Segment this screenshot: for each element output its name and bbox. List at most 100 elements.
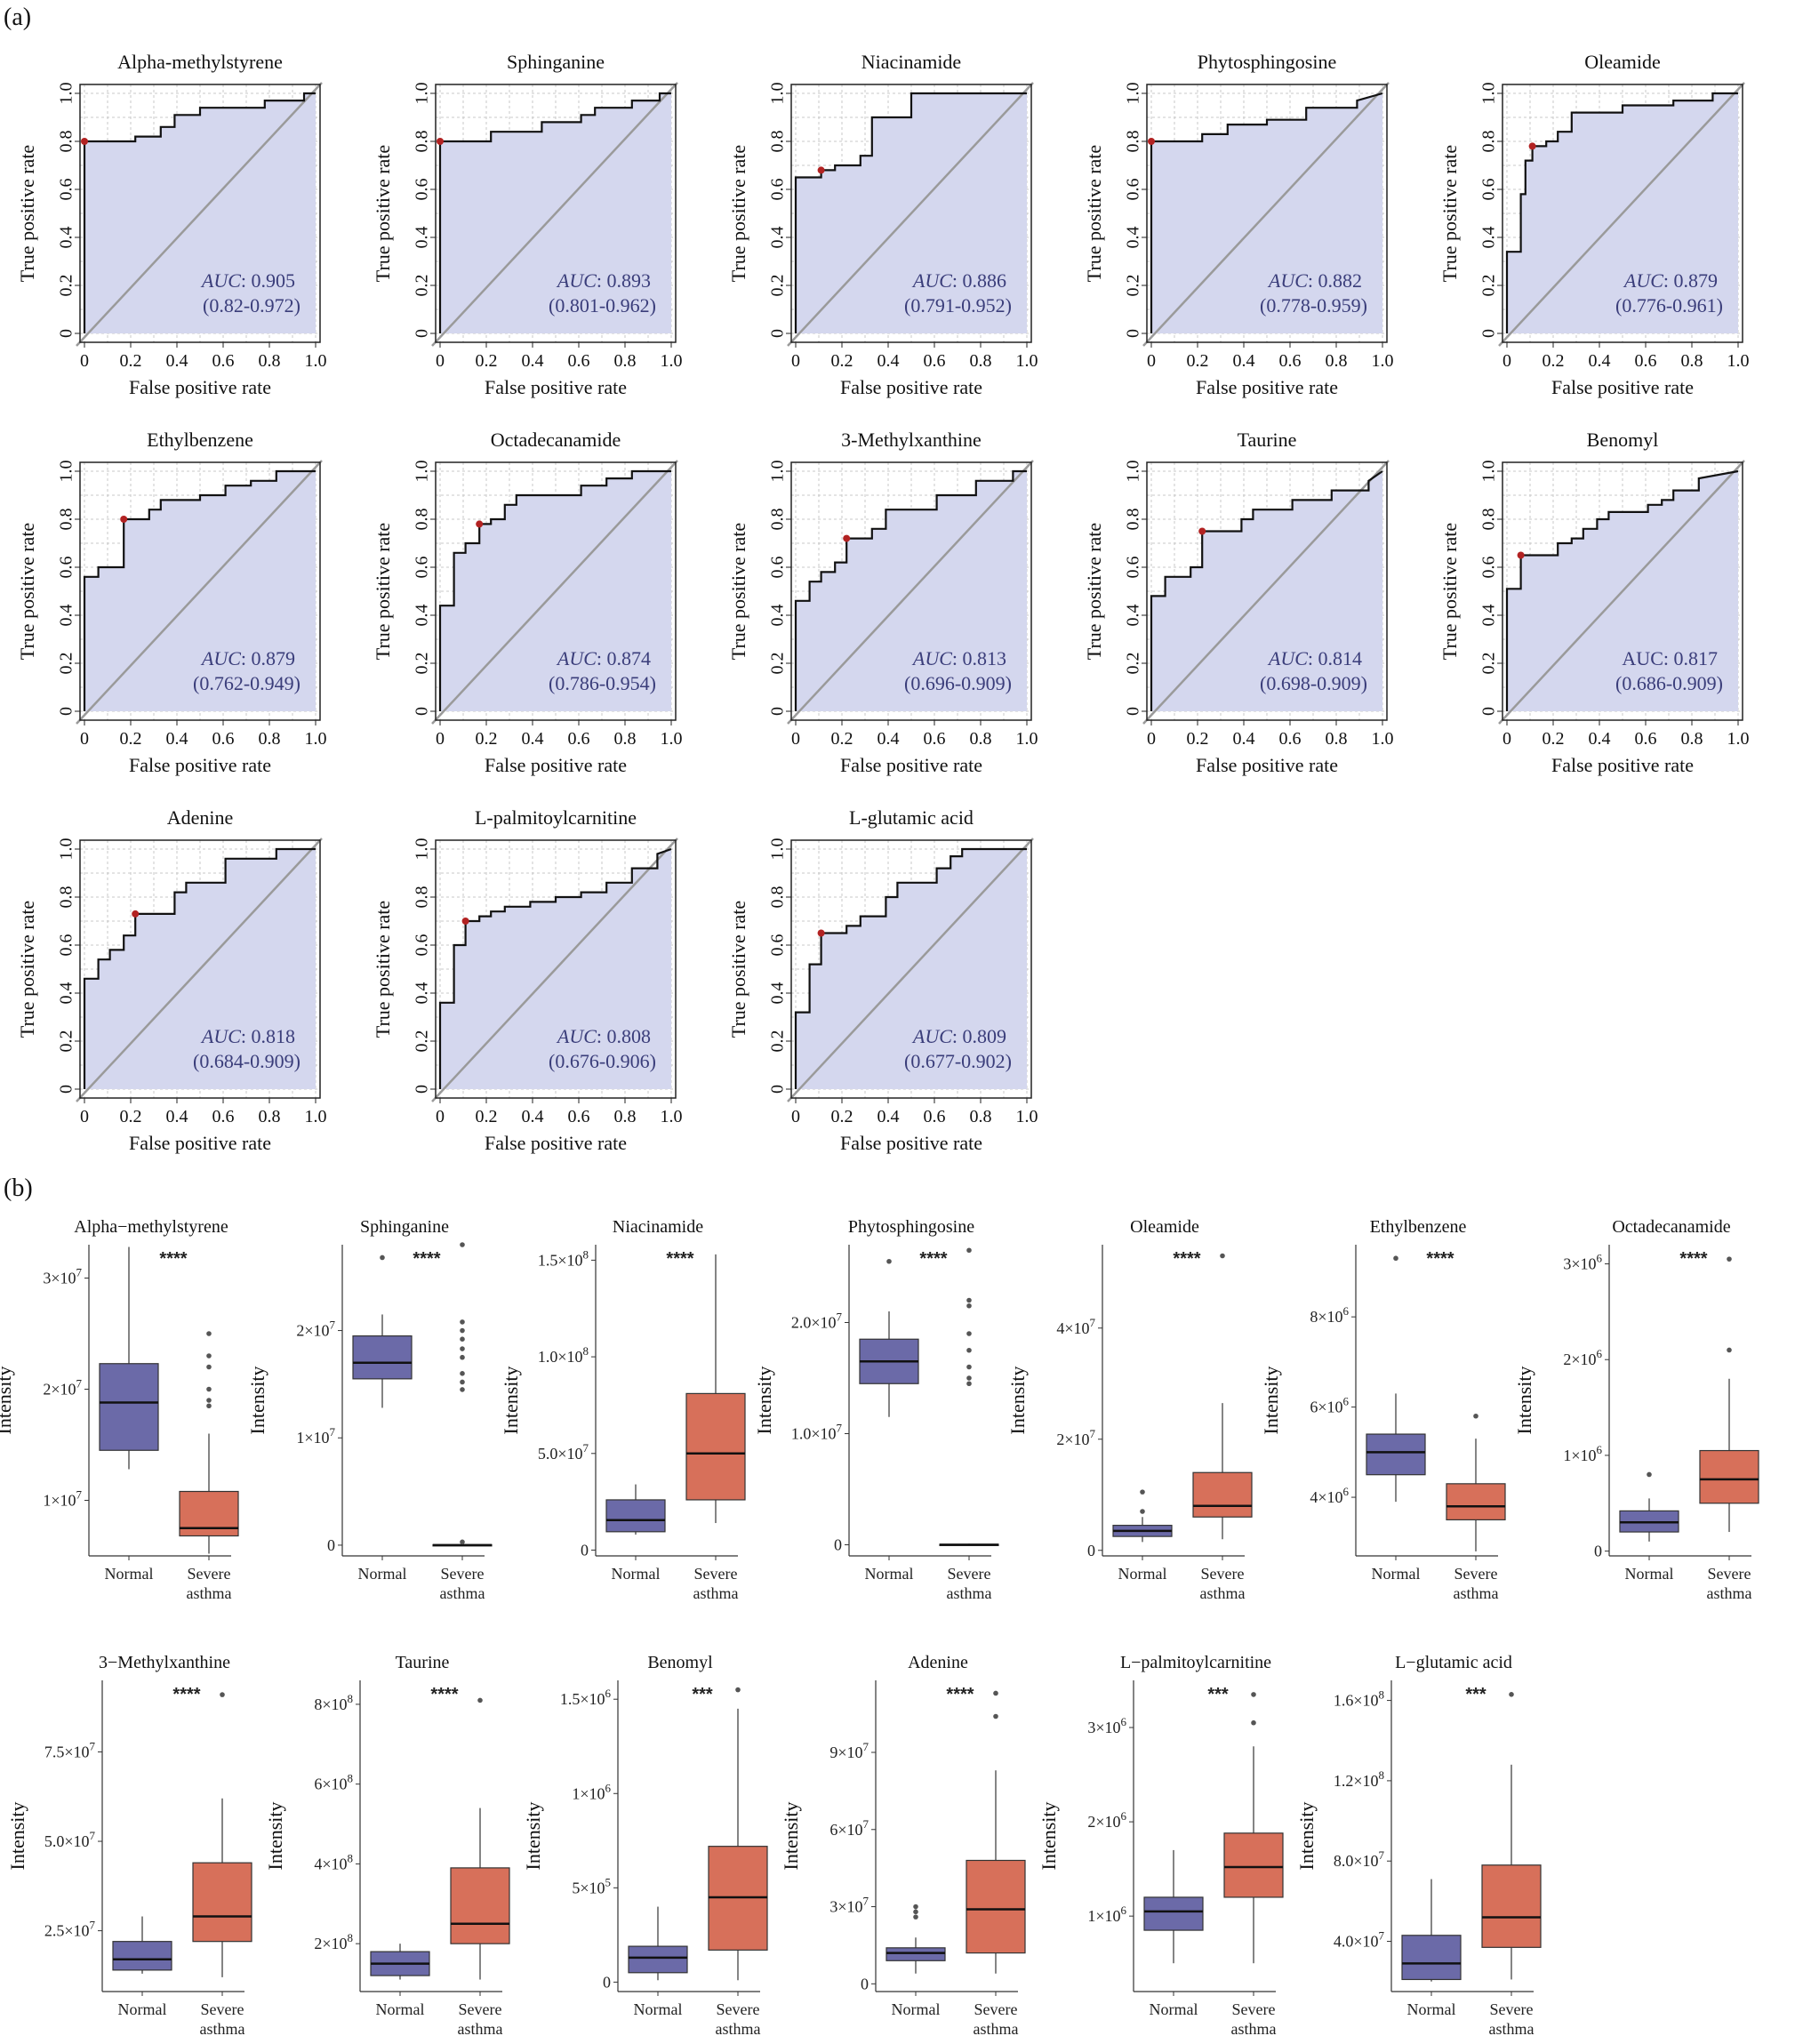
x-tick-label: Severe xyxy=(1708,1565,1751,1583)
cutoff-point xyxy=(1148,138,1155,145)
box xyxy=(352,1335,413,1380)
plot-frame xyxy=(1502,84,1743,343)
y-axis-label: Intensity xyxy=(753,1367,775,1435)
x-tick-label: Normal xyxy=(1118,1565,1167,1583)
roc-title: L-palmitoylcarnitine xyxy=(475,806,637,829)
y-tick-label: 1.0 xyxy=(768,461,788,483)
roc-title: L-glutamic acid xyxy=(849,806,974,829)
y-tick-label: 1.0 xyxy=(1124,83,1143,105)
y-axis-label: Intensity xyxy=(1038,1802,1060,1871)
boxplot-title: Taurine xyxy=(396,1653,450,1672)
x-tick-label: 0.2 xyxy=(1543,729,1565,749)
auc-value: AUC: 0.879 xyxy=(1623,269,1718,292)
y-axis-label: Intensity xyxy=(500,1367,522,1435)
y-axis-label: Intensity xyxy=(264,1802,286,1871)
y-tick-label: 0.6 xyxy=(768,179,788,201)
y-tick-label: 0.8 xyxy=(413,886,432,909)
auc-value: AUC: 0.905 xyxy=(200,269,295,292)
y-tick-label: 4×107 xyxy=(1056,1316,1095,1337)
x-axis-label: False positive rate xyxy=(1196,376,1338,398)
x-axis-label: False positive rate xyxy=(129,376,271,398)
x-tick-label: asthma xyxy=(1454,1584,1499,1602)
tick-mantissa: 1×10 xyxy=(296,1429,329,1447)
tick-exponent: 8 xyxy=(348,1851,354,1864)
auc-number: : 0.905 xyxy=(241,269,295,292)
plot-frame xyxy=(435,839,677,1099)
x-axis-label: False positive rate xyxy=(485,754,627,776)
box xyxy=(112,1941,172,1971)
outlier-point xyxy=(913,1904,918,1910)
y-tick-label: 0 xyxy=(603,1973,611,1991)
x-axis-label: False positive rate xyxy=(840,1132,982,1154)
y-tick-label: 0.8 xyxy=(1124,509,1143,531)
x-tick-label: 0 xyxy=(80,1107,89,1126)
auc-number: : 0.879 xyxy=(241,647,295,669)
y-tick-label: 2×106 xyxy=(1563,1347,1602,1368)
x-tick-label: Severe xyxy=(1454,1565,1498,1583)
tick-exponent: 6 xyxy=(1597,1347,1603,1360)
roc-title: Sphinganine xyxy=(507,51,605,73)
y-tick-label: 0.2 xyxy=(1479,275,1499,297)
tick-mantissa: 3×10 xyxy=(829,1898,862,1916)
x-tick-label: 0.4 xyxy=(877,729,900,749)
diagonal-line xyxy=(1498,82,1745,347)
tick-exponent: 7 xyxy=(330,1425,336,1439)
boxplot-panel: Alpha−methylstyrene1×1072×1073×107Intens… xyxy=(0,1217,239,1602)
x-tick-label: 1.0 xyxy=(305,351,327,371)
roc-curve xyxy=(1150,92,1383,333)
cutoff-point xyxy=(476,520,484,528)
auc-ci: (0.696-0.909) xyxy=(904,672,1012,694)
boxplot-panels: Alpha−methylstyrene1×1072×1073×107Intens… xyxy=(0,1217,1759,2038)
tick-exponent: 7 xyxy=(90,1829,96,1842)
tick-mantissa: 8×10 xyxy=(1310,1308,1342,1326)
auc-label: AUC xyxy=(911,1025,952,1047)
x-tick-label: Normal xyxy=(105,1565,154,1583)
y-tick-label: 1.0 xyxy=(1124,461,1143,483)
tick-mantissa: 1×10 xyxy=(1087,1907,1120,1925)
y-tick-label: 9×107 xyxy=(829,1740,869,1761)
roc-panel: Octadecanamide 0 0 0.2 0.2 0.4 0.4 0.6 0.6 0.8 0.8… xyxy=(372,429,683,776)
y-tick-label: 0 xyxy=(768,1085,788,1094)
tick-exponent: 7 xyxy=(583,1441,589,1455)
y-tick-label: 0.6 xyxy=(768,934,788,957)
x-tick-label: 0.4 xyxy=(166,1107,188,1126)
roc-panel: Sphinganine 0 0 0.2 0.2 0.4 0.4 0.6 0.6 0.8 0.8 1.0… xyxy=(372,51,683,398)
outlier-point xyxy=(460,1336,465,1343)
tick-mantissa: 4.0×10 xyxy=(1334,1933,1379,1951)
y-axis-label: Intensity xyxy=(1260,1367,1282,1435)
tick-mantissa: 4×10 xyxy=(1056,1319,1089,1337)
tick-mantissa: 2×10 xyxy=(1563,1351,1596,1368)
x-tick-label: 0.8 xyxy=(970,1107,992,1126)
tick-exponent: 7 xyxy=(837,1311,843,1324)
x-tick-label: Severe xyxy=(1232,2000,1276,2018)
tick-exponent: 7 xyxy=(76,1488,83,1502)
auc-number: : 0.818 xyxy=(241,1025,295,1047)
tick-exponent: 6 xyxy=(1343,1485,1350,1498)
boxplot-title: L−palmitoylcarnitine xyxy=(1120,1653,1271,1672)
x-axis-label: False positive rate xyxy=(1551,754,1694,776)
outlier-point xyxy=(206,1364,212,1370)
x-tick-label: 0.4 xyxy=(166,351,188,371)
auc-label: AUC xyxy=(911,269,952,292)
roc-title: Oleamide xyxy=(1584,51,1661,73)
outlier-point xyxy=(913,1914,918,1920)
x-tick-label: asthma xyxy=(1489,2020,1535,2038)
auc-number: : 0.809 xyxy=(952,1025,1006,1047)
x-tick-label: 0 xyxy=(1503,729,1511,749)
tick-exponent: 7 xyxy=(330,1319,336,1332)
auc-value: AUC: 0.813 xyxy=(911,647,1006,669)
x-tick-label: 1.0 xyxy=(1727,729,1750,749)
x-tick-label: 0 xyxy=(80,351,89,371)
outlier-point xyxy=(460,1242,465,1247)
tick-mantissa: 2×10 xyxy=(43,1381,76,1399)
tick-mantissa: 1×10 xyxy=(43,1492,76,1510)
tick-mantissa: 0 xyxy=(1594,1543,1602,1560)
x-tick-label: 0.8 xyxy=(970,351,992,371)
boxplot-title: Ethylbenzene xyxy=(1370,1217,1467,1237)
tick-mantissa: 0 xyxy=(861,1975,869,1992)
tick-exponent: 8 xyxy=(348,1692,354,1705)
y-tick-label: 2×108 xyxy=(314,1931,353,1952)
y-tick-label: 0.8 xyxy=(1479,509,1499,531)
y-tick-label: 0.6 xyxy=(413,179,432,201)
